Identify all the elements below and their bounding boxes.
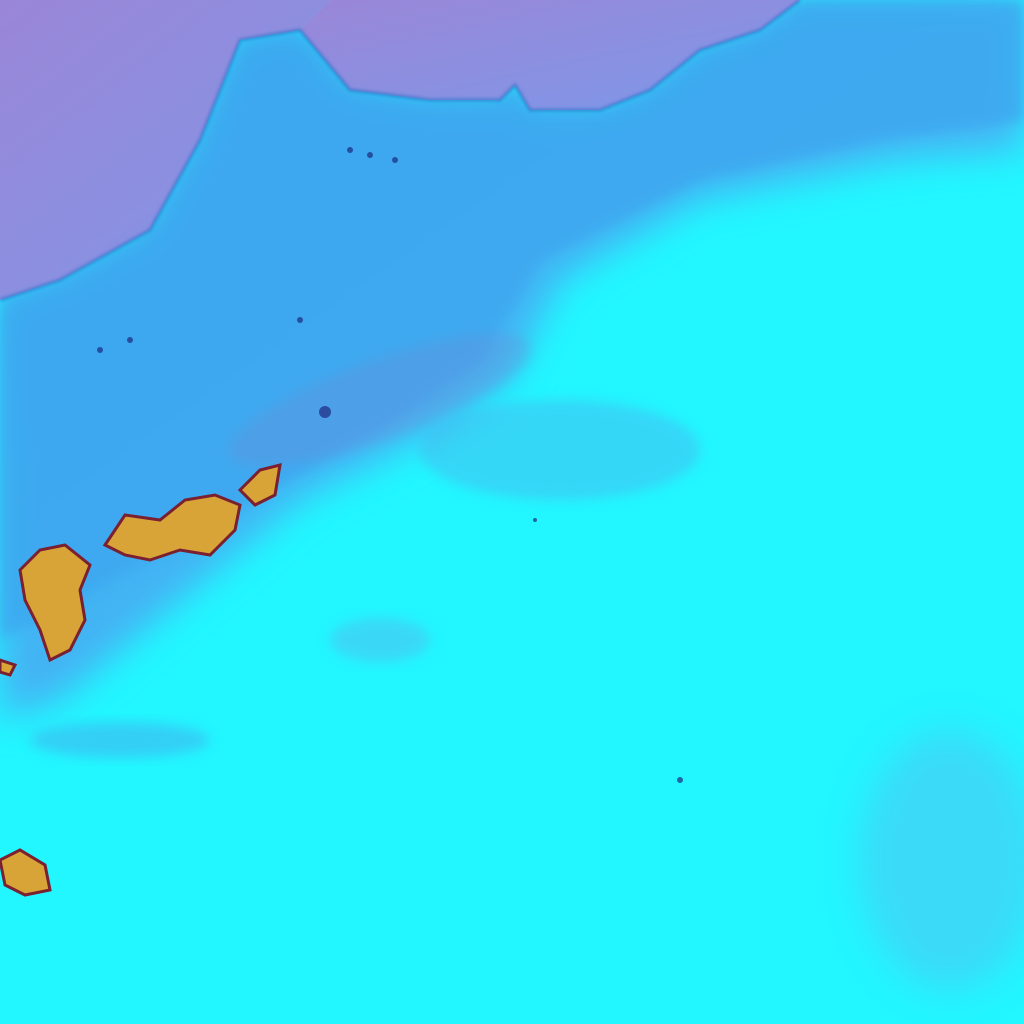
speck bbox=[127, 337, 133, 343]
mountain-ridge bbox=[229, 333, 531, 467]
orange-patch bbox=[0, 848, 52, 897]
speck bbox=[347, 147, 353, 153]
dark-specks bbox=[97, 147, 683, 783]
speck bbox=[367, 152, 373, 158]
land-patch bbox=[860, 730, 1024, 990]
sea bbox=[300, 0, 800, 110]
orange-patch bbox=[0, 658, 18, 677]
speck bbox=[97, 347, 103, 353]
speck bbox=[392, 157, 398, 163]
orange-patches bbox=[0, 462, 282, 897]
orange-patch bbox=[102, 493, 242, 562]
mountain-ridge bbox=[420, 400, 700, 500]
speck bbox=[677, 777, 683, 783]
land-patch bbox=[330, 618, 430, 662]
speck bbox=[533, 518, 537, 522]
sea bbox=[0, 0, 390, 300]
land-patch bbox=[30, 722, 210, 758]
speck bbox=[297, 317, 303, 323]
speck bbox=[319, 406, 331, 418]
orange-patch bbox=[18, 543, 92, 663]
coastline bbox=[0, 0, 801, 301]
orange-patch bbox=[237, 462, 282, 507]
